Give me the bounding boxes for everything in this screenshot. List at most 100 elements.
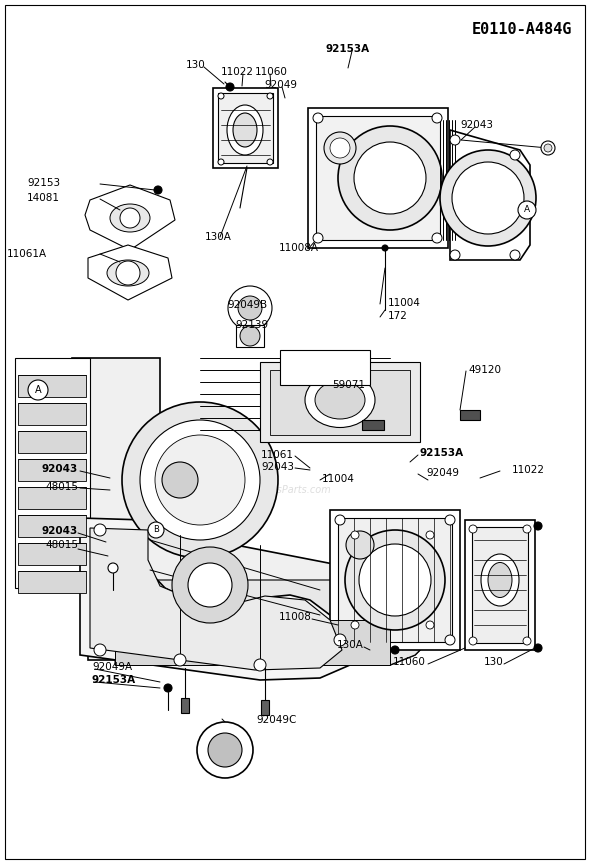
Text: 92049: 92049 [264, 80, 297, 90]
Text: A: A [524, 206, 530, 214]
Text: 92153A: 92153A [326, 44, 370, 54]
Polygon shape [450, 130, 530, 260]
Circle shape [534, 644, 542, 652]
Text: B: B [153, 525, 159, 535]
Circle shape [218, 93, 224, 99]
Text: 11061A: 11061A [7, 249, 47, 259]
Circle shape [226, 83, 234, 91]
Text: 92153: 92153 [27, 178, 60, 188]
Polygon shape [218, 93, 273, 163]
Ellipse shape [305, 372, 375, 428]
Circle shape [518, 201, 536, 219]
Text: 59071: 59071 [332, 380, 365, 390]
Text: 92049C: 92049C [256, 715, 296, 725]
Text: 11022: 11022 [512, 465, 545, 475]
Circle shape [28, 380, 48, 400]
Circle shape [354, 142, 426, 214]
Circle shape [450, 250, 460, 260]
Text: 172: 172 [388, 311, 408, 321]
Bar [260, 362, 420, 442]
Circle shape [267, 159, 273, 165]
Bar [362, 420, 384, 430]
Circle shape [148, 522, 164, 538]
Polygon shape [80, 518, 355, 680]
Circle shape [240, 326, 260, 346]
Circle shape [155, 435, 245, 525]
Polygon shape [72, 358, 430, 665]
Circle shape [523, 637, 531, 645]
Ellipse shape [107, 260, 149, 286]
Circle shape [162, 462, 198, 498]
Circle shape [174, 654, 186, 666]
Bar [18, 431, 86, 453]
Circle shape [122, 402, 278, 558]
Bar [18, 543, 86, 565]
Polygon shape [308, 108, 448, 248]
Circle shape [267, 93, 273, 99]
Circle shape [335, 515, 345, 525]
Text: 11060: 11060 [254, 67, 287, 77]
Text: PartsParts.com: PartsParts.com [258, 485, 332, 495]
Circle shape [172, 547, 248, 623]
Circle shape [359, 544, 431, 616]
Circle shape [94, 644, 106, 656]
Circle shape [510, 250, 520, 260]
Bar [18, 487, 86, 509]
Circle shape [94, 524, 106, 536]
Text: 49120: 49120 [468, 365, 501, 375]
Text: 48015: 48015 [45, 482, 78, 492]
Circle shape [426, 621, 434, 629]
Circle shape [254, 659, 266, 671]
Circle shape [445, 635, 455, 645]
Text: 11061: 11061 [261, 450, 294, 460]
Bar [18, 459, 86, 481]
Bar [18, 515, 86, 537]
Ellipse shape [481, 554, 519, 606]
Polygon shape [213, 88, 278, 168]
Polygon shape [90, 528, 342, 670]
Circle shape [432, 113, 442, 123]
Polygon shape [472, 527, 528, 643]
Circle shape [324, 132, 356, 164]
Circle shape [345, 530, 445, 630]
Polygon shape [330, 510, 460, 650]
Circle shape [238, 296, 262, 320]
Text: 92139: 92139 [235, 320, 268, 330]
Circle shape [335, 635, 345, 645]
Text: 92049A: 92049A [92, 662, 132, 672]
Circle shape [313, 113, 323, 123]
Circle shape [469, 525, 477, 533]
Circle shape [351, 531, 359, 539]
Circle shape [154, 186, 162, 194]
Text: 130A: 130A [205, 232, 231, 242]
Bar [261, 700, 269, 715]
Text: 92049B: 92049B [228, 300, 268, 310]
Circle shape [338, 126, 442, 230]
Bar [15, 358, 90, 588]
Text: 92043: 92043 [42, 526, 78, 536]
Bar [18, 375, 86, 397]
Text: 92153A: 92153A [92, 675, 136, 685]
Circle shape [330, 138, 350, 158]
Circle shape [116, 261, 140, 285]
Bar [280, 350, 370, 385]
Text: 14081: 14081 [27, 193, 60, 203]
Polygon shape [85, 185, 175, 250]
Text: 11004: 11004 [388, 298, 421, 308]
Bar [460, 410, 480, 420]
Text: 92043: 92043 [42, 464, 78, 474]
Polygon shape [115, 620, 390, 665]
Polygon shape [465, 520, 535, 650]
Circle shape [351, 621, 359, 629]
Circle shape [164, 684, 172, 692]
Text: 11060: 11060 [393, 657, 426, 667]
Text: 92153A: 92153A [420, 448, 464, 458]
Ellipse shape [488, 562, 512, 598]
Text: 92043: 92043 [261, 462, 294, 472]
Text: 130A: 130A [337, 640, 364, 650]
Circle shape [197, 722, 253, 778]
Circle shape [346, 531, 374, 559]
Text: 92049: 92049 [426, 468, 459, 478]
Text: 11008A: 11008A [279, 243, 319, 253]
Text: E0110-A484G: E0110-A484G [471, 22, 572, 37]
